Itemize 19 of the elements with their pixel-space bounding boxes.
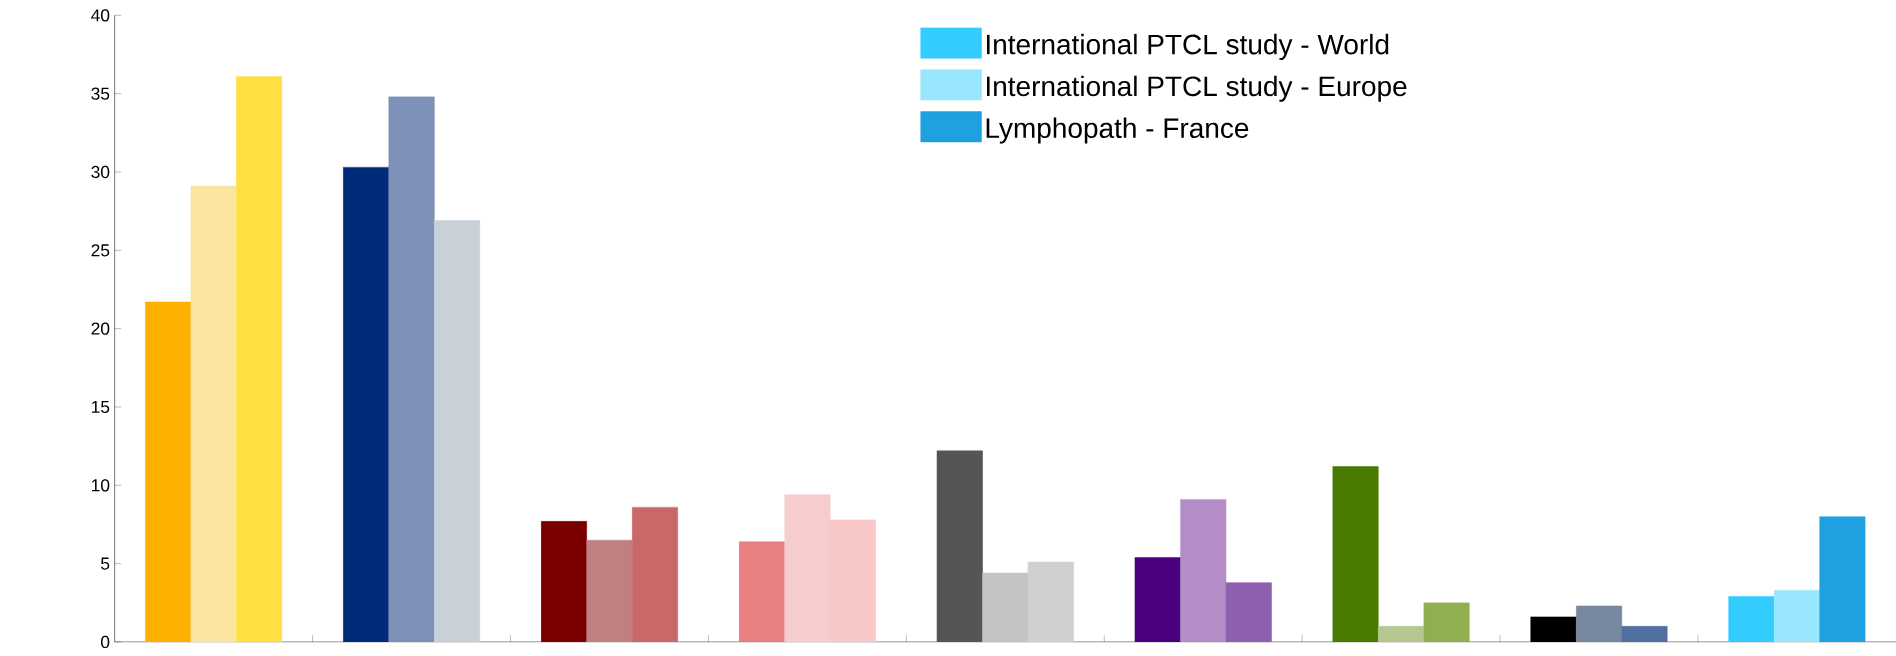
y-tick-label: 5: [101, 557, 110, 570]
bar: [434, 220, 481, 642]
bar: [145, 301, 192, 642]
legend-label: Lymphopath - France: [986, 117, 1249, 144]
y-tick-label: 25: [91, 244, 110, 257]
legend-label: International PTCL study - World: [986, 33, 1389, 60]
y-tick-label: 30: [91, 165, 110, 179]
bar: [586, 539, 633, 642]
y-tick-label: 0: [101, 635, 110, 649]
legend-label: International PTCL study - Europe: [986, 75, 1407, 102]
y-tick-label: 15: [92, 400, 110, 414]
y-tick-label: 10: [92, 479, 110, 492]
bar: [388, 96, 435, 642]
y-tick-label: 35: [91, 87, 110, 100]
bar: [738, 541, 785, 642]
y-tick-label: 40: [91, 9, 110, 22]
bar: [540, 521, 587, 642]
y-tick-label: 20: [91, 322, 110, 335]
bar: [1728, 596, 1775, 642]
